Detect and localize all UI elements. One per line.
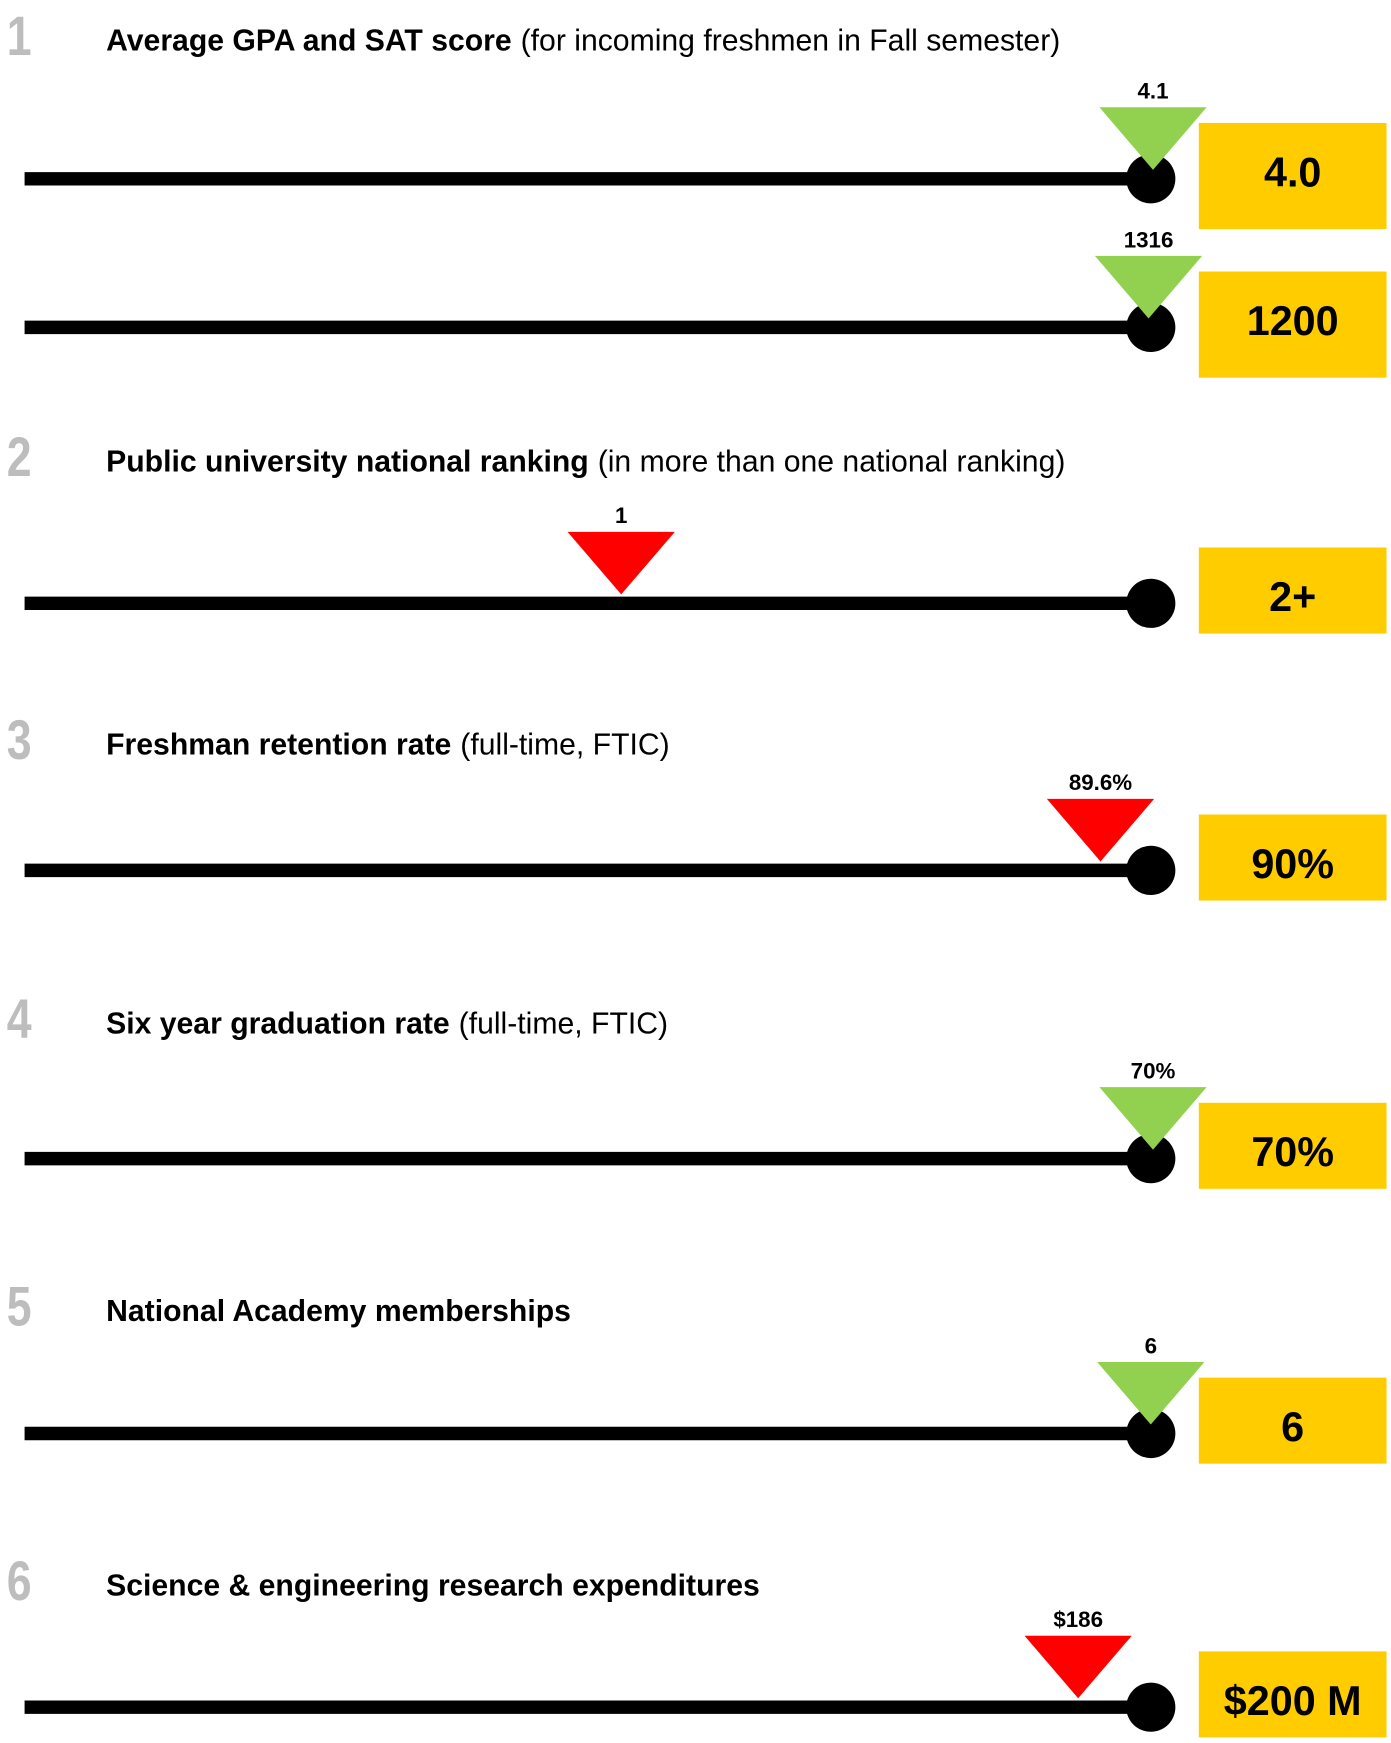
goal-dot [1126,154,1176,204]
goal-box [1198,1377,1387,1464]
goal-label: 4.0 [1264,149,1321,195]
goal-label: $200 M [1224,1678,1362,1724]
goal-dot [1126,845,1176,895]
section-number: 3 [7,708,32,771]
goal-dot [1126,1134,1176,1184]
goal-label: 6 [1281,1404,1304,1450]
section-title: National Academy memberships [106,1295,571,1328]
progress-marker [1099,107,1207,170]
section-number: 1 [7,4,32,67]
section-number: 4 [7,987,32,1050]
goal-dot [1126,1408,1176,1459]
progress-marker [1094,255,1203,319]
goal-label: 1200 [1247,298,1339,344]
section-title: Science & engineering research expenditu… [106,1570,760,1603]
title-rest: (for incoming freshmen in Fall semester) [521,24,1061,57]
title-rest: (in more than one national ranking) [598,446,1066,479]
goal-box [1198,1102,1387,1189]
title-rest: (full-time, FTIC) [459,1008,668,1041]
title-bold: National Academy memberships [106,1295,571,1328]
progress-marker [1046,798,1155,862]
goal-label: 2+ [1269,574,1316,620]
marker-label: 89.6% [1069,770,1132,795]
goal-dot [1126,1682,1176,1732]
goal-box [1198,1651,1387,1738]
title-bold: Freshman retention rate [106,728,451,761]
title-rest: (full-time, FTIC) [460,728,669,761]
section-number: 2 [7,425,32,488]
progress-marker [1099,1087,1207,1150]
goal-box [1198,271,1387,378]
section-title: Public university national ranking (in mo… [106,446,1065,479]
goal-box [1198,122,1387,230]
goal-label: 90% [1251,841,1334,887]
marker-label: 70% [1131,1059,1176,1084]
section-title: Average GPA and SAT score (for incoming f… [106,24,1060,57]
goal-box [1198,814,1387,901]
goal-label: 70% [1251,1129,1334,1175]
progress-marker [1097,1361,1205,1425]
title-bold: Six year graduation rate [106,1008,450,1041]
section-number: 5 [7,1275,32,1338]
section-title: Six year graduation rate (full-time, FTIC… [106,1008,668,1041]
progress-marker [1024,1635,1132,1699]
section-number: 6 [7,1549,32,1612]
marker-label: $186 [1053,1607,1103,1632]
marker-label: 1 [615,503,627,528]
section-title: Freshman retention rate (full-time, FTIC) [106,728,670,761]
title-bold: Public university national ranking [106,446,589,479]
title-bold: Science & engineering research expenditu… [106,1570,760,1603]
goal-dot [1126,578,1176,628]
progress-marker [567,531,675,595]
marker-label: 1316 [1124,227,1174,252]
goal-box [1198,547,1387,634]
title-bold: Average GPA and SAT score [106,24,512,57]
marker-label: 6 [1145,1333,1157,1358]
goal-dot [1126,302,1176,352]
marker-label: 4.1 [1137,79,1168,104]
